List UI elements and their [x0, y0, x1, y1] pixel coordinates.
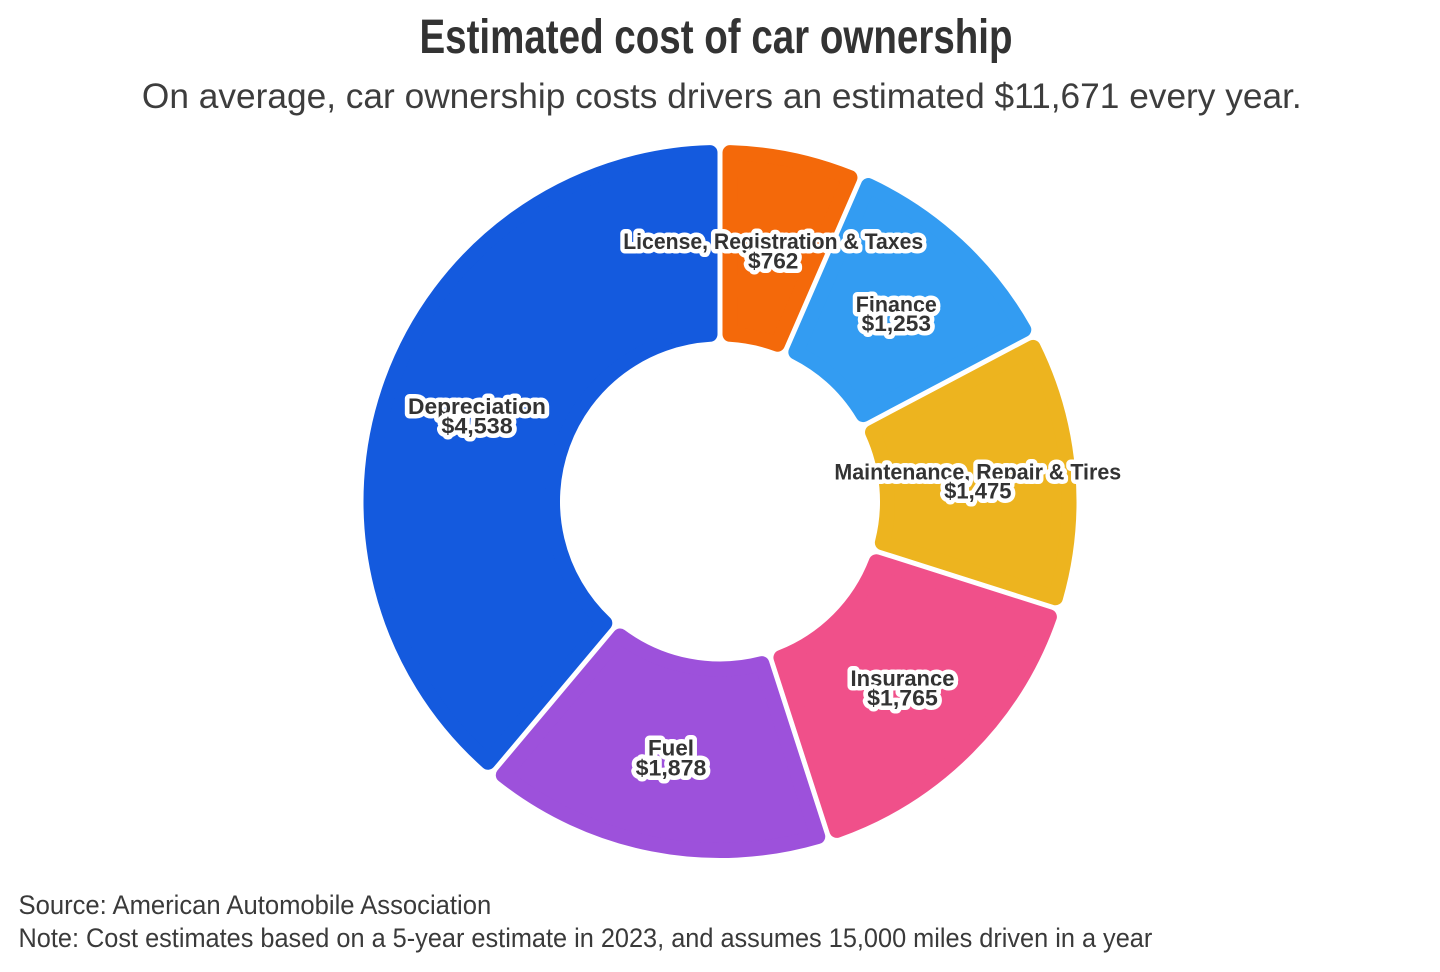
svg-text:$4,538: $4,538 — [441, 413, 512, 438]
svg-text:License, Registration & Taxes: License, Registration & Taxes — [623, 229, 923, 254]
svg-text:On average, car ownership cost: On average, car ownership costs drivers … — [142, 77, 1302, 116]
svg-text:Fuel: Fuel — [648, 735, 694, 760]
svg-text:Maintenance, Repair & Tires: Maintenance, Repair & Tires — [834, 459, 1121, 484]
svg-text:Finance: Finance — [856, 292, 937, 317]
svg-text:$1,253: $1,253 — [862, 311, 931, 336]
svg-text:Estimated cost of car ownershi: Estimated cost of car ownership — [419, 11, 1012, 64]
svg-text:$1,878: $1,878 — [636, 756, 707, 780]
svg-text:Insurance: Insurance — [851, 666, 955, 691]
svg-text:Source: American Automobile As: Source: American Automobile Association — [19, 889, 492, 920]
svg-text:$1,765: $1,765 — [867, 686, 938, 710]
svg-text:$762: $762 — [748, 249, 798, 274]
svg-text:$1,475: $1,475 — [944, 479, 1011, 504]
svg-text:Note: Cost estimates based on: Note: Cost estimates based on a 5-year e… — [19, 922, 1153, 953]
svg-text:Depreciation: Depreciation — [408, 394, 546, 419]
